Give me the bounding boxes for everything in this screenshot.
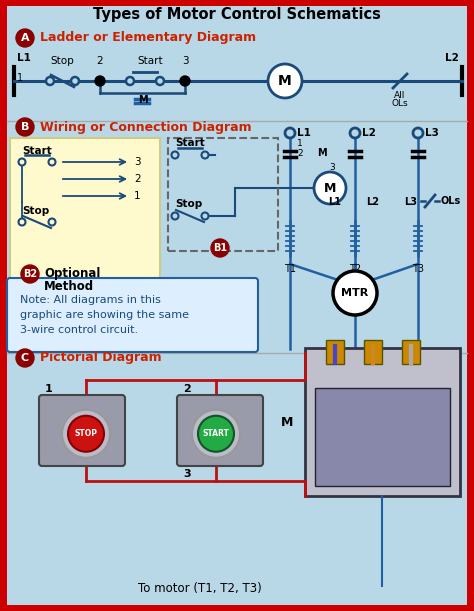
FancyBboxPatch shape	[364, 340, 382, 364]
FancyBboxPatch shape	[315, 388, 450, 486]
Text: Start: Start	[175, 138, 205, 148]
FancyBboxPatch shape	[326, 340, 344, 364]
Text: Pictorial Diagram: Pictorial Diagram	[40, 351, 162, 365]
Text: M: M	[317, 148, 327, 158]
Circle shape	[16, 29, 34, 47]
Circle shape	[71, 77, 79, 85]
Circle shape	[48, 158, 55, 166]
Text: Ladder or Elementary Diagram: Ladder or Elementary Diagram	[40, 32, 256, 45]
FancyBboxPatch shape	[402, 340, 420, 364]
Text: T2: T2	[349, 264, 361, 274]
Text: OLs: OLs	[441, 196, 461, 206]
Text: L2: L2	[366, 197, 380, 207]
Text: OLs: OLs	[392, 99, 408, 108]
Text: M: M	[281, 415, 293, 428]
Text: A: A	[21, 33, 29, 43]
Text: T3: T3	[412, 264, 424, 274]
Circle shape	[413, 128, 423, 138]
Circle shape	[95, 76, 105, 86]
Text: B1: B1	[213, 243, 227, 253]
Circle shape	[172, 213, 179, 219]
Circle shape	[68, 415, 104, 452]
Text: L2: L2	[362, 128, 376, 138]
Text: 1: 1	[17, 73, 23, 83]
Circle shape	[62, 410, 110, 458]
Circle shape	[333, 271, 377, 315]
Text: To motor (T1, T2, T3): To motor (T1, T2, T3)	[138, 582, 262, 595]
Circle shape	[350, 128, 360, 138]
Text: Stop: Stop	[51, 56, 74, 66]
Text: T1: T1	[284, 264, 296, 274]
Circle shape	[16, 349, 34, 367]
Text: L3: L3	[404, 197, 418, 207]
Text: Start: Start	[22, 146, 52, 156]
Text: Note: All diagrams in this
graphic are showing the same
3-wire control circuit.: Note: All diagrams in this graphic are s…	[20, 295, 189, 335]
Text: 1: 1	[297, 139, 303, 148]
Text: START: START	[202, 430, 229, 438]
Circle shape	[285, 128, 295, 138]
Text: 2: 2	[97, 56, 103, 66]
Text: M: M	[278, 74, 292, 88]
Circle shape	[156, 77, 164, 85]
Circle shape	[16, 118, 34, 136]
Circle shape	[198, 415, 234, 452]
Text: B: B	[21, 122, 29, 132]
Circle shape	[211, 239, 229, 257]
Text: L3: L3	[425, 128, 439, 138]
Text: L1: L1	[17, 53, 31, 63]
Circle shape	[268, 64, 302, 98]
Circle shape	[48, 219, 55, 225]
Text: Wiring or Connection Diagram: Wiring or Connection Diagram	[40, 120, 252, 133]
Circle shape	[172, 152, 179, 158]
Circle shape	[192, 410, 240, 458]
Text: Stop: Stop	[22, 206, 49, 216]
Text: Optional: Optional	[44, 268, 100, 280]
Text: 3: 3	[329, 163, 335, 172]
Circle shape	[180, 76, 190, 86]
Text: C: C	[21, 353, 29, 363]
Text: L1: L1	[328, 197, 341, 207]
Text: Types of Motor Control Schematics: Types of Motor Control Schematics	[93, 7, 381, 23]
Circle shape	[18, 158, 26, 166]
Text: B2: B2	[23, 269, 37, 279]
Text: 3: 3	[183, 469, 191, 479]
Text: 2: 2	[297, 150, 302, 158]
Text: 1: 1	[134, 191, 141, 201]
Circle shape	[21, 265, 39, 283]
FancyBboxPatch shape	[177, 395, 263, 466]
Text: M: M	[137, 95, 147, 105]
FancyBboxPatch shape	[39, 395, 125, 466]
Circle shape	[18, 219, 26, 225]
Text: L1: L1	[297, 128, 311, 138]
Circle shape	[46, 77, 54, 85]
Circle shape	[314, 172, 346, 204]
Text: 3: 3	[182, 56, 188, 66]
Circle shape	[126, 77, 134, 85]
Text: 3: 3	[134, 157, 141, 167]
FancyBboxPatch shape	[305, 348, 460, 496]
Text: Start: Start	[137, 56, 163, 66]
Text: 2: 2	[183, 384, 191, 394]
Text: MTR: MTR	[341, 288, 369, 298]
Text: L2: L2	[445, 53, 459, 63]
Circle shape	[201, 152, 209, 158]
Text: All: All	[394, 91, 406, 100]
FancyBboxPatch shape	[7, 278, 258, 352]
Text: M: M	[324, 181, 336, 194]
Text: 2: 2	[134, 174, 141, 184]
Text: STOP: STOP	[74, 430, 98, 438]
Text: 1: 1	[45, 384, 53, 394]
FancyBboxPatch shape	[7, 6, 467, 605]
Text: Stop: Stop	[175, 199, 202, 209]
FancyBboxPatch shape	[10, 138, 160, 281]
Text: Method: Method	[44, 279, 94, 293]
Circle shape	[201, 213, 209, 219]
